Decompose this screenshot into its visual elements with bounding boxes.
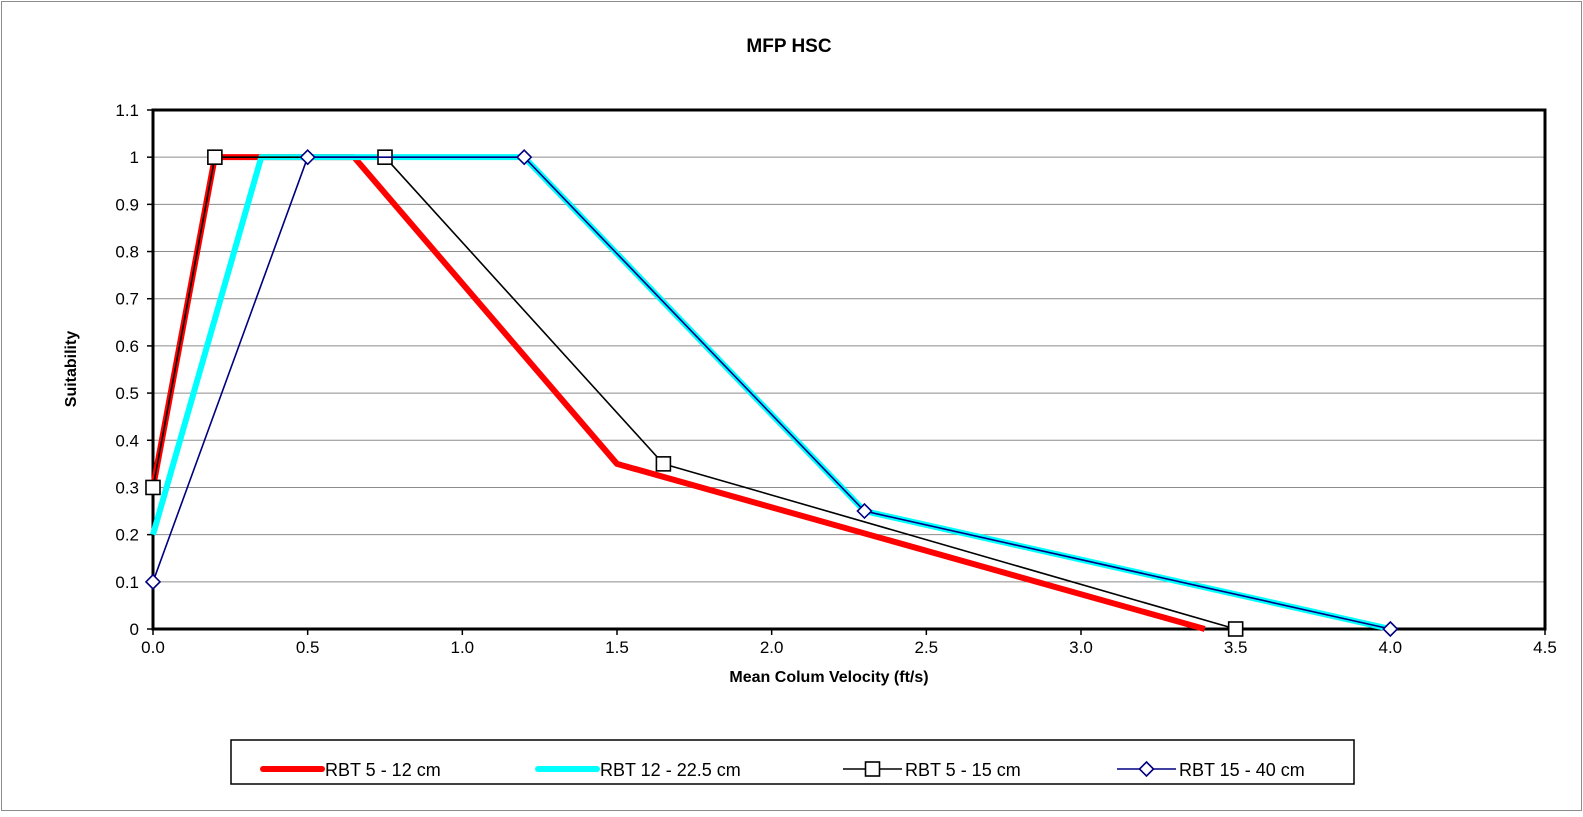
y-tick-label: 0.9 <box>115 195 139 214</box>
legend-entry-2: RBT 12 - 22.5 cm <box>535 760 741 780</box>
legend-label: RBT 5 - 15 cm <box>905 760 1021 780</box>
y-tick-label: 0.6 <box>115 337 139 356</box>
data-point-diamond <box>144 573 162 590</box>
x-tick-label: 1.0 <box>451 638 475 657</box>
x-tick-label: 3.5 <box>1224 638 1248 657</box>
x-tick-label: 3.0 <box>1069 638 1093 657</box>
data-point-square <box>145 479 161 496</box>
y-axis-label: Suitability <box>63 331 80 408</box>
y-tick-label: 0 <box>130 620 139 639</box>
x-axis-label: Mean Colum Velocity (ft/s) <box>729 669 928 686</box>
y-tick-label: 0.8 <box>115 243 139 262</box>
series-4 <box>144 149 1399 638</box>
legend-entry-4: RBT 15 - 40 cm <box>1117 760 1305 780</box>
x-tick-label: 0.5 <box>296 638 320 657</box>
data-point-diamond <box>1382 620 1399 638</box>
y-tick-labels: 0 0.1 0.2 0.3 0.4 0.5 0.6 0.7 0.8 0.9 1 1.1 <box>115 101 153 639</box>
y-tick-label: 0.1 <box>115 573 139 592</box>
data-point-diamond <box>856 502 873 520</box>
chart-title: MFP HSC <box>746 36 831 57</box>
plot-area-border <box>151 108 1547 631</box>
data-point-square <box>1227 621 1244 637</box>
y-tick-label: 0.3 <box>115 478 139 497</box>
x-tick-label: 1.5 <box>605 638 629 657</box>
legend-entry-3: RBT 5 - 15 cm <box>843 760 1021 780</box>
x-tick-label: 4.5 <box>1533 638 1557 657</box>
x-tick-label: 0.0 <box>141 638 165 657</box>
x-tick-label: 2.5 <box>915 638 939 657</box>
y-tick-label: 1 <box>130 148 139 167</box>
data-point-square <box>207 149 223 165</box>
x-tick-labels: 0.0 0.5 1.0 1.5 2.0 2.5 3.0 3.5 4.0 4.5 <box>141 629 1557 657</box>
y-tick-label: 0.4 <box>115 431 139 450</box>
y-tick-label: 0.5 <box>115 384 139 403</box>
grid-layer <box>153 156 1545 583</box>
data-point-diamond <box>299 149 316 166</box>
legend: RBT 5 - 12 cm RBT 12 - 22.5 cm RBT 5 - 15 … <box>260 760 1305 780</box>
legend-box <box>230 739 1355 785</box>
x-tick-label: 2.0 <box>760 638 784 657</box>
legend-label: RBT 5 - 12 cm <box>325 760 441 780</box>
y-tick-label: 0.2 <box>115 526 139 545</box>
series-layer <box>144 149 1399 638</box>
data-point-square <box>864 761 881 777</box>
data-point-diamond <box>516 149 533 166</box>
legend-label: RBT 12 - 22.5 cm <box>600 760 741 780</box>
data-point-diamond <box>1138 760 1155 778</box>
x-tick-label: 4.0 <box>1379 638 1403 657</box>
y-tick-label: 1.1 <box>115 101 139 120</box>
y-tick-label: 0.7 <box>115 290 139 309</box>
legend-label: RBT 15 - 40 cm <box>1179 760 1305 780</box>
data-point-square <box>655 456 672 472</box>
legend-entry-1: RBT 5 - 12 cm <box>260 760 441 780</box>
